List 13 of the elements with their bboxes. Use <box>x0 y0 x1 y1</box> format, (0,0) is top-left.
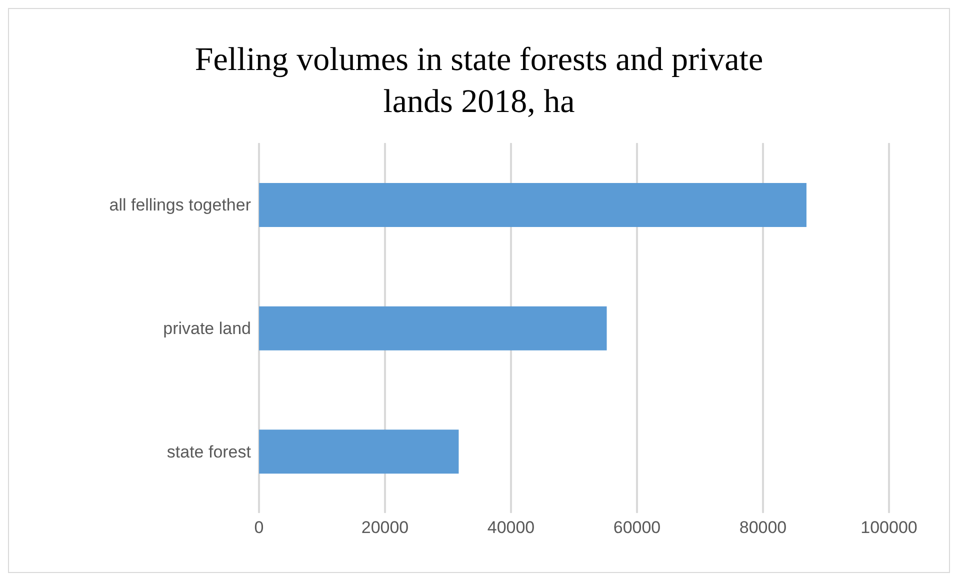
y-tick-label: private land <box>163 319 251 338</box>
x-tick-label: 100000 <box>860 518 918 538</box>
bar <box>259 306 607 350</box>
x-tick-label: 20000 <box>361 518 409 538</box>
x-tick-label: 60000 <box>613 518 661 538</box>
x-tick-label: 40000 <box>487 518 535 538</box>
x-tick-label: 80000 <box>739 518 787 538</box>
y-tick-label: state forest <box>166 442 252 462</box>
y-tick-label: all fellings together <box>109 196 252 215</box>
bar <box>259 183 806 227</box>
bar <box>259 430 459 474</box>
chart-title: Felling volumes in state forests and private lands 2018, ha <box>194 41 764 122</box>
x-tick-label: 0 <box>254 518 264 538</box>
